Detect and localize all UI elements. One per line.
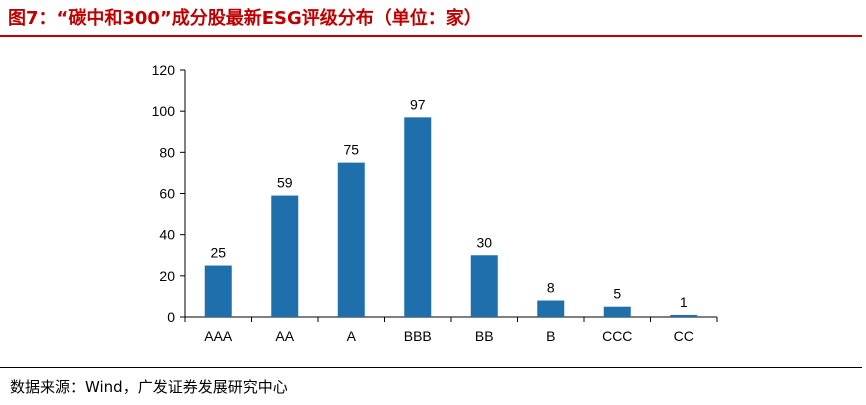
data-label: 1 — [680, 294, 688, 310]
y-tick-label: 100 — [152, 103, 176, 119]
source-note: 数据来源：Wind，广发证券发展研究中心 — [10, 378, 288, 396]
data-label: 30 — [476, 234, 492, 250]
data-label: 97 — [410, 96, 426, 112]
bar — [470, 255, 498, 317]
data-label: 5 — [613, 286, 621, 302]
data-label: 25 — [210, 245, 226, 261]
y-axis: 0 20 40 60 80 100 120 — [152, 62, 186, 325]
bar — [603, 306, 631, 317]
source-divider — [0, 367, 862, 368]
bar — [204, 265, 232, 317]
bars — [204, 117, 698, 317]
title-divider — [0, 35, 862, 37]
bar — [670, 314, 698, 317]
x-tick-label: BBB — [404, 328, 432, 344]
x-tick-label: CC — [674, 328, 694, 344]
x-tick-label: A — [347, 328, 357, 344]
figure-title: 图7：“碳中和300”成分股最新ESG评级分布（单位：家） — [8, 8, 482, 29]
y-tick-label: 40 — [159, 227, 175, 243]
x-tick-label: B — [546, 328, 555, 344]
x-tick-label: BB — [475, 328, 494, 344]
x-tick-label: AAA — [204, 328, 233, 344]
data-label: 75 — [343, 142, 359, 158]
x-axis: AAA AA A BBB BB B CCC CC — [184, 316, 718, 344]
bar — [537, 300, 565, 317]
y-tick-label: 0 — [167, 309, 175, 325]
data-label: 59 — [277, 175, 293, 191]
y-tick-label: 80 — [159, 144, 175, 160]
x-tick-label: CCC — [602, 328, 632, 344]
bar — [337, 162, 365, 317]
y-tick-label: 120 — [152, 62, 176, 78]
data-label: 8 — [547, 280, 555, 296]
y-tick-label: 60 — [159, 186, 175, 202]
bar — [404, 117, 432, 317]
x-tick-label: AA — [275, 328, 294, 344]
y-tick-label: 20 — [159, 268, 175, 284]
data-labels: 25 59 75 97 30 8 5 1 — [210, 96, 687, 310]
bar — [271, 195, 299, 317]
